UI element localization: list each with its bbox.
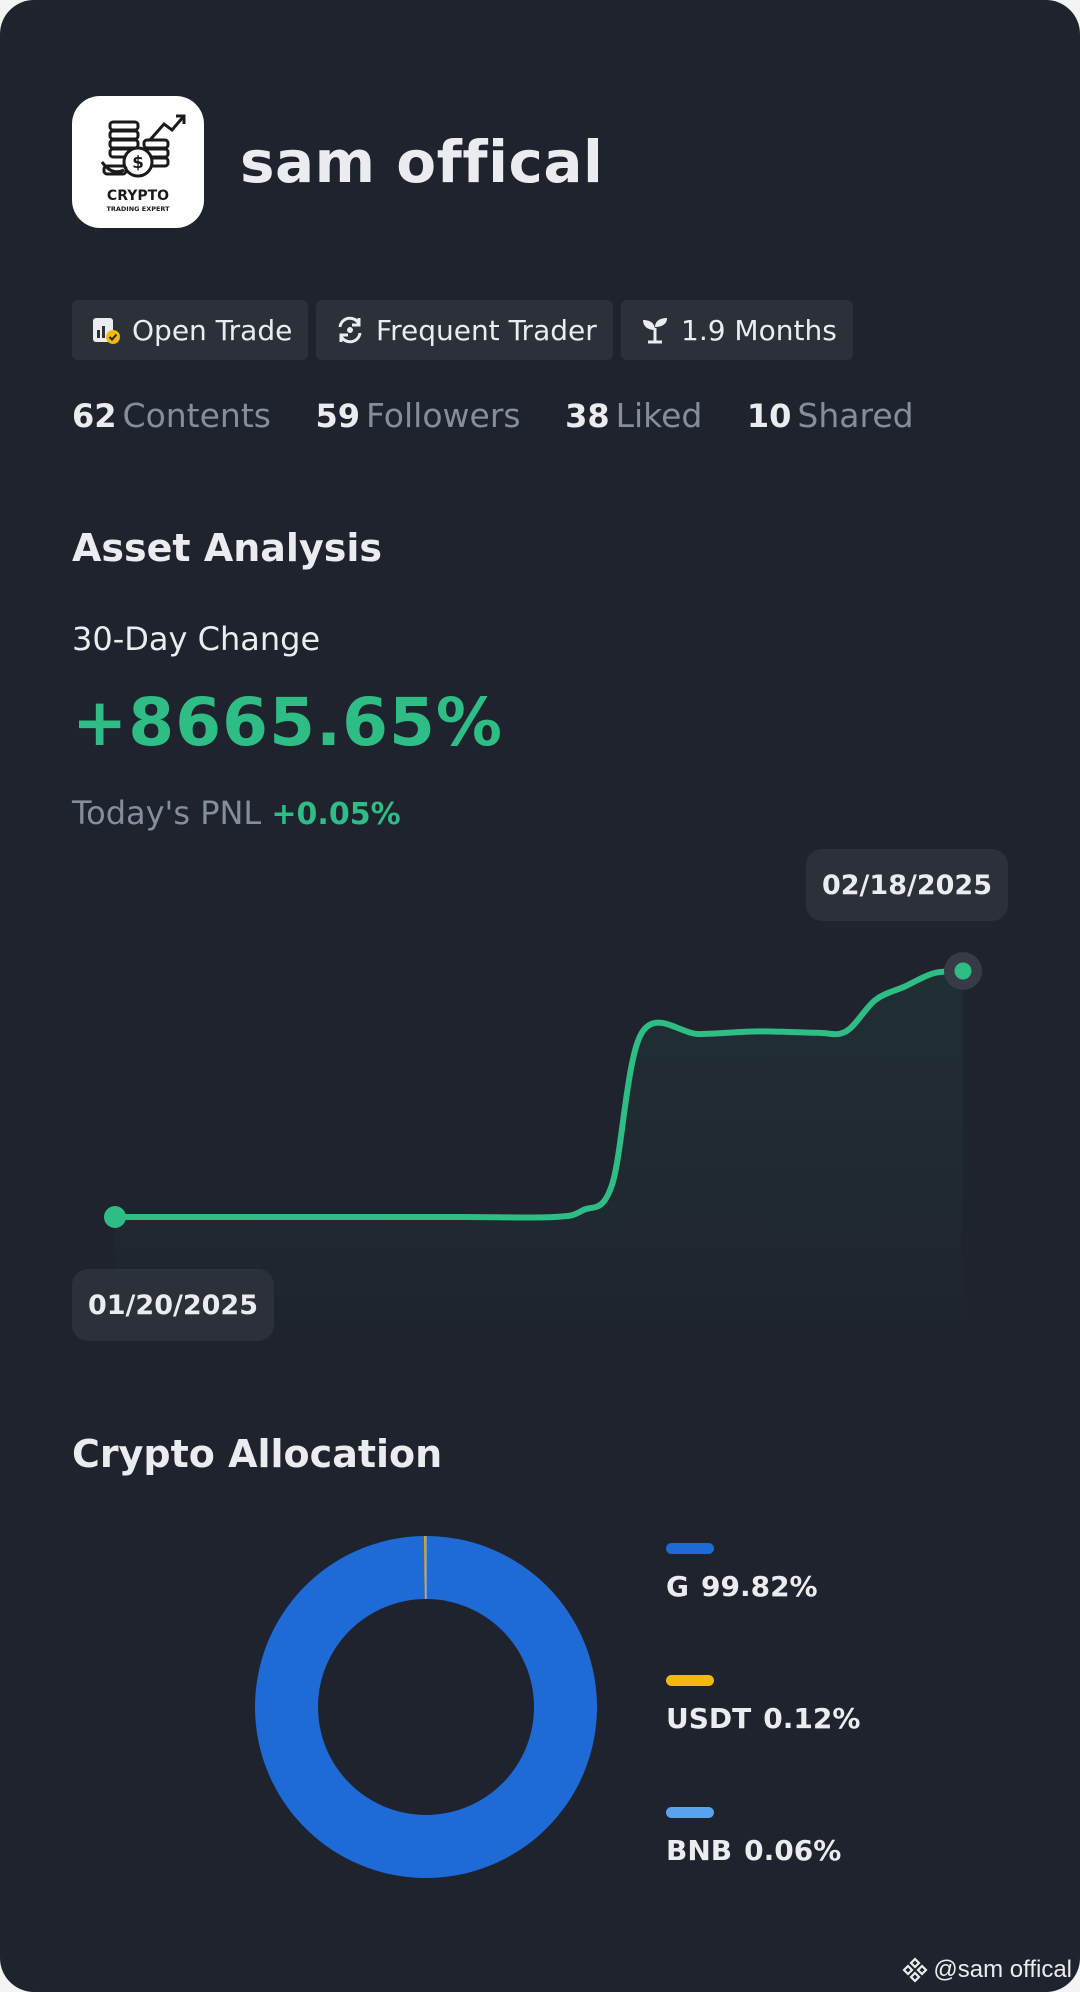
svg-text:$: $ <box>132 153 144 173</box>
stat-label: Contents <box>122 396 271 435</box>
stat-label: Liked <box>615 396 703 435</box>
donut-hole <box>318 1599 534 1815</box>
legend-name: BNB <box>666 1834 733 1867</box>
crypto-allocation-title: Crypto Allocation <box>72 1432 443 1476</box>
pnl-line-chart[interactable] <box>0 850 1080 1330</box>
start-date-label: 01/20/2025 <box>87 1289 258 1321</box>
stat-value: 10 <box>746 397 792 435</box>
stats-row: 62 Contents 59 Followers 38 Liked 10 Shared <box>72 396 948 435</box>
stat-label: Shared <box>797 396 914 435</box>
pnl-value: +0.05% <box>271 797 401 832</box>
stat-value: 38 <box>565 397 610 435</box>
legend-swatch-g <box>666 1543 714 1554</box>
todays-pnl: Today's PNL +0.05% <box>72 794 401 832</box>
chart-start-point[interactable] <box>104 1206 126 1228</box>
legend-pct: 99.82% <box>700 1570 818 1603</box>
asset-analysis-title: Asset Analysis <box>72 526 382 570</box>
legend-name: USDT <box>666 1702 752 1735</box>
profile-name: sam offical <box>240 128 604 196</box>
allocation-donut-chart[interactable] <box>255 1536 597 1878</box>
avatar-text-subtitle: TRADING EXPERT <box>106 205 170 213</box>
badge-open-trade-label: Open Trade <box>132 313 293 347</box>
badge-frequent-trader[interactable]: Frequent Trader <box>316 300 613 360</box>
crypto-logo-icon: $ CRYPTO TRADING EXPERT <box>100 114 186 213</box>
chart-check-icon <box>93 318 120 344</box>
badge-months[interactable]: 1.9 Months <box>621 300 853 360</box>
pnl-label: Today's PNL <box>72 794 262 832</box>
binance-logo-icon <box>902 1957 928 1983</box>
badge-open-trade[interactable]: Open Trade <box>72 300 309 360</box>
watermark-text: @sam offical <box>933 1956 1072 1983</box>
stat-liked[interactable]: 38 Liked <box>565 396 702 435</box>
stat-shared[interactable]: 10 Shared <box>747 396 914 435</box>
legend-swatch-usdt <box>666 1675 714 1686</box>
stat-value: 62 <box>72 397 117 435</box>
stat-value: 59 <box>315 397 360 435</box>
legend-pct: 0.06% <box>744 1834 842 1867</box>
stat-contents[interactable]: 62 Contents <box>72 396 271 435</box>
chart-line <box>112 968 966 1221</box>
stat-followers[interactable]: 59 Followers <box>315 396 520 435</box>
sprout-icon <box>643 318 667 344</box>
stat-label: Followers <box>366 396 521 435</box>
legend-pct: 0.12% <box>763 1702 861 1735</box>
badge-months-label: 1.9 Months <box>681 313 837 347</box>
badge-frequent-trader-label: Frequent Trader <box>376 313 597 347</box>
chart-end-point[interactable] <box>954 962 972 980</box>
change-value: +8665.65% <box>72 684 504 761</box>
end-date-tooltip: 02/18/2025 <box>806 849 1008 921</box>
avatar-text-crypto: CRYPTO <box>107 188 169 204</box>
avatar[interactable]: $ CRYPTO TRADING EXPERT <box>72 96 204 228</box>
start-date-tooltip: 01/20/2025 <box>72 1269 274 1341</box>
period-label: 30-Day Change <box>72 620 321 658</box>
sync-icon <box>338 316 362 344</box>
watermark: @sam offical <box>901 1956 1072 1984</box>
legend-item-usdt[interactable]: USDT 0.12% <box>666 1675 860 1735</box>
legend-item-bnb[interactable]: BNB 0.06% <box>666 1807 841 1867</box>
end-date-label: 02/18/2025 <box>821 869 992 901</box>
legend-item-g[interactable]: G 99.82% <box>666 1543 818 1603</box>
chart-area <box>115 971 963 1320</box>
legend-swatch-bnb <box>666 1807 714 1818</box>
legend-name: G <box>666 1570 689 1603</box>
